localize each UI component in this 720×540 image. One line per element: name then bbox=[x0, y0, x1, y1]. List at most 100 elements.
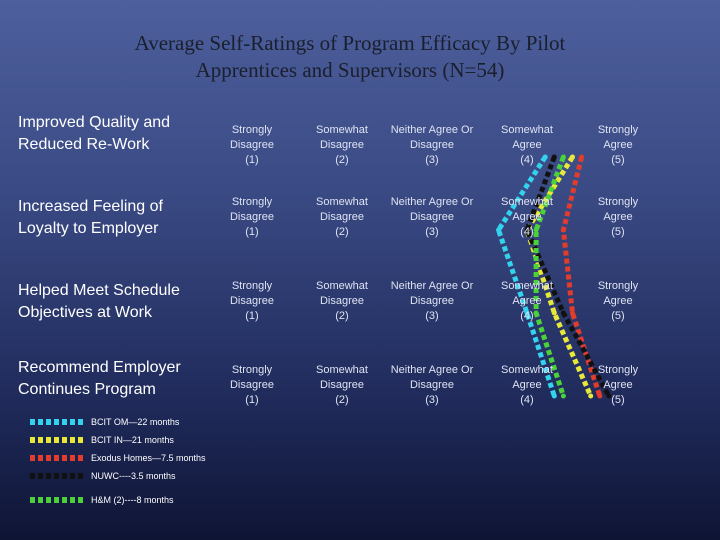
scale-label: Neither Agree Or Disagree (3) bbox=[382, 123, 482, 168]
scale-label-line: Disagree bbox=[409, 139, 455, 151]
data-point bbox=[551, 154, 557, 160]
scale-label-line: (2) bbox=[335, 310, 349, 322]
data-point bbox=[560, 227, 566, 233]
scale-label: Somewhat Agree (4) bbox=[477, 279, 577, 324]
scale-label: Somewhat Agree (4) bbox=[477, 123, 577, 168]
scale-label-line: Somewhat bbox=[316, 364, 368, 376]
data-point bbox=[524, 310, 530, 316]
scale-label-line: (1) bbox=[245, 310, 259, 322]
scale-label-line: (3) bbox=[425, 310, 439, 322]
scale-label-line: Disagree bbox=[229, 295, 275, 307]
scale-label: Strongly Disagree (1) bbox=[202, 195, 302, 240]
legend-swatch bbox=[30, 497, 86, 503]
chart-title-line-1: Average Self-Ratings of Program Efficacy… bbox=[134, 31, 566, 55]
scale-label-line: Disagree bbox=[319, 379, 365, 391]
scale-label: Somewhat Agree (4) bbox=[477, 363, 577, 408]
scale-label-line: (5) bbox=[611, 226, 625, 238]
chart-title-line-2: Apprentices and Supervisors (N=54) bbox=[195, 58, 505, 82]
row-label-recommend: Recommend Employer Continues Program bbox=[18, 359, 181, 398]
scale-label-line: (4) bbox=[520, 394, 534, 406]
scale-label-line: Strongly bbox=[231, 280, 273, 292]
scale-label-line: Strongly bbox=[597, 280, 639, 292]
scale-label: Strongly Agree (5) bbox=[568, 279, 668, 324]
scale-label: Somewhat Disagree (2) bbox=[292, 195, 392, 240]
scale-label-line: (1) bbox=[245, 154, 259, 166]
scale-label: Strongly Agree (5) bbox=[568, 363, 668, 408]
data-point bbox=[579, 154, 585, 160]
series-line bbox=[560, 156, 603, 397]
scale-label: Strongly Disagree (1) bbox=[202, 123, 302, 168]
scale-label-line: (2) bbox=[335, 226, 349, 238]
series-line bbox=[533, 156, 566, 397]
scale-label-line: Neither Agree Or bbox=[390, 280, 474, 292]
scale-label-line: Strongly bbox=[597, 364, 639, 376]
scale-label-line: (4) bbox=[520, 226, 534, 238]
chart-title: Average Self-Ratings of Program Efficacy… bbox=[60, 30, 640, 84]
scale-label-line: (3) bbox=[425, 154, 439, 166]
scale-label-line: Somewhat bbox=[501, 196, 553, 208]
scale-label-line: Strongly bbox=[597, 124, 639, 136]
scale-label-line: Somewhat bbox=[501, 124, 553, 136]
scale-label-line: Strongly bbox=[231, 364, 273, 376]
data-point bbox=[560, 154, 566, 160]
scale-label-line: Strongly bbox=[231, 196, 273, 208]
scale-label-line: Agree bbox=[512, 295, 542, 307]
legend-swatch bbox=[30, 473, 86, 479]
scale-label-line: Agree bbox=[603, 139, 633, 151]
scale-label: Neither Agree Or Disagree (3) bbox=[382, 279, 482, 324]
legend-label: H&M (2)----8 months bbox=[91, 495, 174, 505]
scale-label-line: (2) bbox=[335, 394, 349, 406]
scale-label-line: (5) bbox=[611, 394, 625, 406]
series-line bbox=[524, 156, 612, 398]
data-point bbox=[606, 393, 612, 399]
scale-label-line: (1) bbox=[245, 394, 259, 406]
row-label-schedule: Helped Meet Schedule Objectives at Work bbox=[18, 282, 180, 321]
scale-label-line: Neither Agree Or bbox=[390, 124, 474, 136]
scale-label-line: Neither Agree Or bbox=[390, 364, 474, 376]
scale-label-line: (3) bbox=[425, 394, 439, 406]
scale-label-line: Disagree bbox=[319, 139, 365, 151]
scale-label-line: (1) bbox=[245, 226, 259, 238]
legend-swatch bbox=[30, 437, 86, 443]
scale-label-line: Somewhat bbox=[316, 124, 368, 136]
data-point bbox=[533, 310, 539, 316]
data-point bbox=[551, 310, 557, 316]
scale-label: Strongly Disagree (1) bbox=[202, 363, 302, 408]
scale-label-line: (3) bbox=[425, 226, 439, 238]
scale-label-line: Agree bbox=[603, 211, 633, 223]
data-point bbox=[570, 310, 575, 316]
legend-swatch bbox=[30, 455, 86, 461]
scale-label-line: Disagree bbox=[319, 295, 365, 307]
scale-label-line: Somewhat bbox=[501, 364, 553, 376]
scale-label: Strongly Agree (5) bbox=[568, 123, 668, 168]
data-point bbox=[542, 154, 548, 160]
scale-label-line: Disagree bbox=[229, 139, 275, 151]
scale-label: Somewhat Agree (4) bbox=[477, 195, 577, 240]
scale-label-line: Disagree bbox=[229, 211, 275, 223]
data-point bbox=[533, 227, 539, 233]
legend-label: BCIT IN—21 months bbox=[91, 435, 174, 445]
data-point bbox=[524, 227, 530, 233]
scale-label: Neither Agree Or Disagree (3) bbox=[382, 363, 482, 408]
scale-label-line: Disagree bbox=[229, 379, 275, 391]
scale-label-line: (2) bbox=[335, 154, 349, 166]
data-point bbox=[560, 393, 566, 399]
series-line bbox=[496, 155, 557, 397]
legend-label: NUWC----3.5 months bbox=[91, 471, 176, 481]
data-point bbox=[551, 393, 557, 399]
scale-label-line: (5) bbox=[611, 154, 625, 166]
data-point bbox=[496, 227, 501, 233]
scale-label: Somewhat Disagree (2) bbox=[292, 279, 392, 324]
data-point bbox=[560, 310, 566, 316]
scale-label: Strongly Disagree (1) bbox=[202, 279, 302, 324]
scale-label-line: Agree bbox=[512, 211, 542, 223]
scale-label-line: Agree bbox=[603, 295, 633, 307]
scale-label-line: Disagree bbox=[409, 211, 455, 223]
scale-label-line: Agree bbox=[512, 139, 542, 151]
scale-label-line: (4) bbox=[520, 310, 534, 322]
scale-label-line: Disagree bbox=[319, 211, 365, 223]
legend-label: BCIT OM—22 months bbox=[91, 417, 180, 427]
series-line bbox=[524, 155, 593, 398]
scale-label-line: Neither Agree Or bbox=[390, 196, 474, 208]
